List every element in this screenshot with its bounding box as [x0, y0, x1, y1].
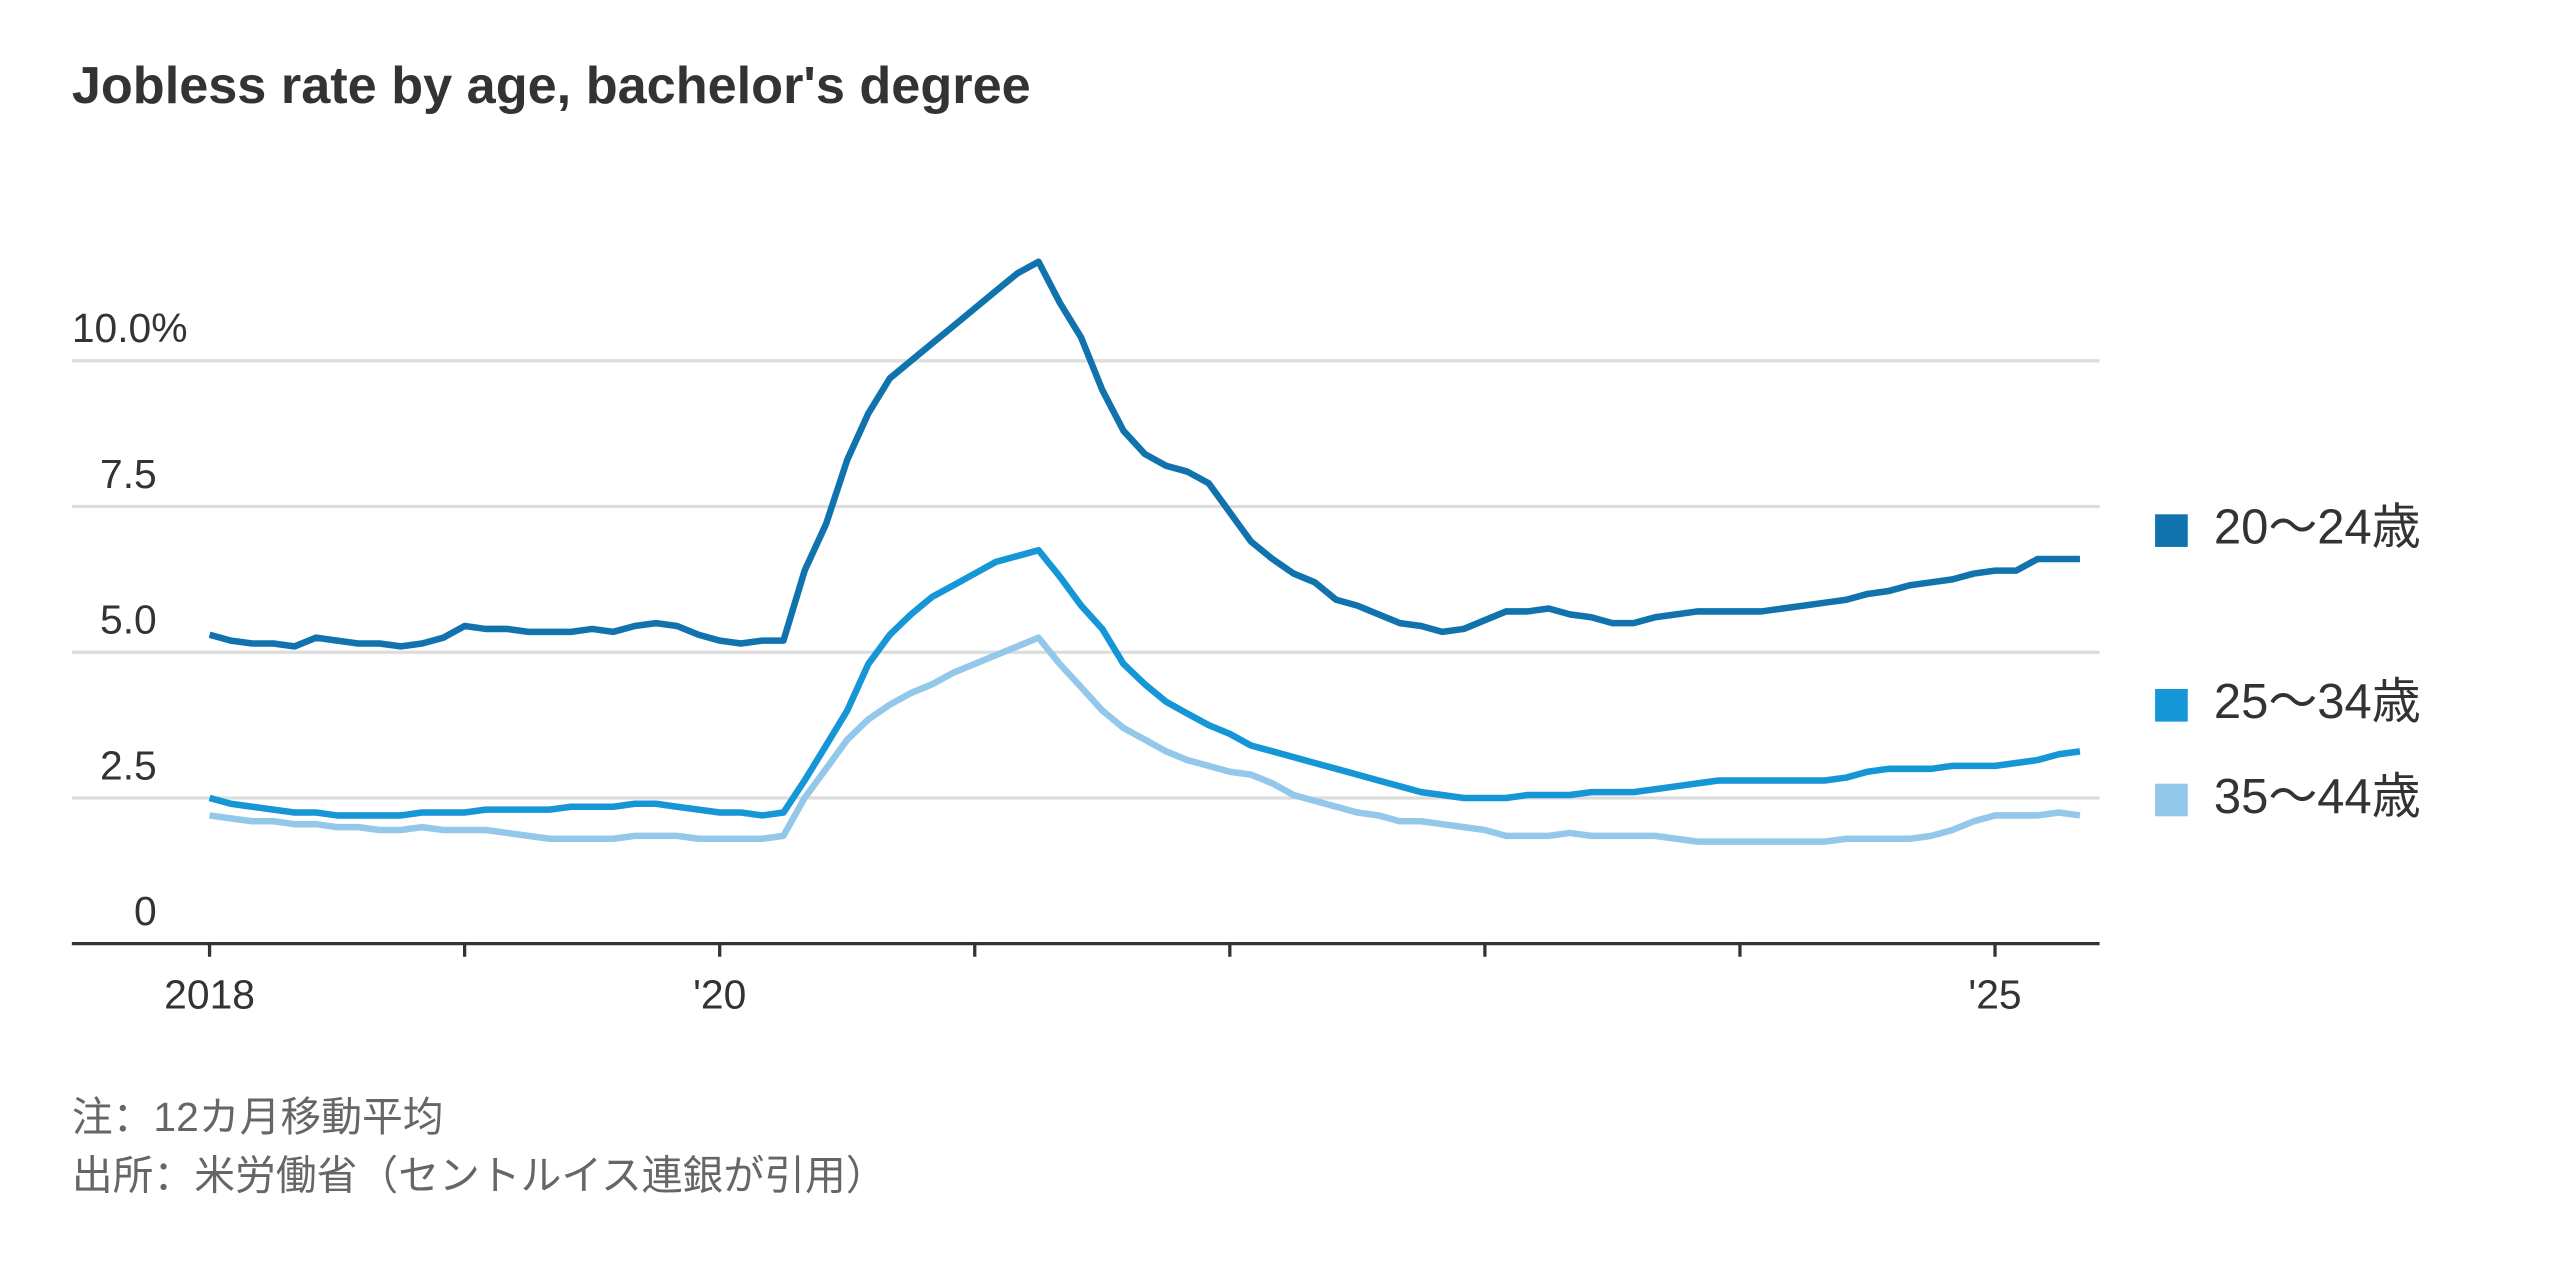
legend-swatch: [2155, 688, 2188, 722]
y-tick-label: 7.5: [100, 451, 157, 497]
legend-label: 35～44歳: [2214, 770, 2421, 824]
line-series: [209, 634, 2081, 845]
y-tick-label: 10.0%: [72, 305, 188, 351]
y-tick-label: 5.0: [100, 597, 157, 643]
legend-label: 25～34歳: [2214, 675, 2421, 729]
x-tick-label: '25: [1968, 971, 2021, 1017]
legend-swatch: [2155, 514, 2188, 547]
x-tick-label: '20: [693, 971, 746, 1017]
note: 注：12カ月移動平均: [72, 1094, 444, 1140]
legend-label: 20～24歳: [2214, 501, 2421, 555]
legend-swatch: [2155, 783, 2188, 817]
line-series: [208, 258, 2080, 650]
y-tick-label: 2.5: [100, 742, 157, 788]
x-tick-label: 2018: [164, 971, 255, 1017]
chart-title: Jobless rate by age, bachelor's degree: [72, 57, 1031, 115]
y-tick-label: 0: [134, 888, 157, 934]
line-series: [208, 546, 2081, 819]
source: 出所：米労働省（セントルイス連銀が引用）: [72, 1153, 887, 1199]
